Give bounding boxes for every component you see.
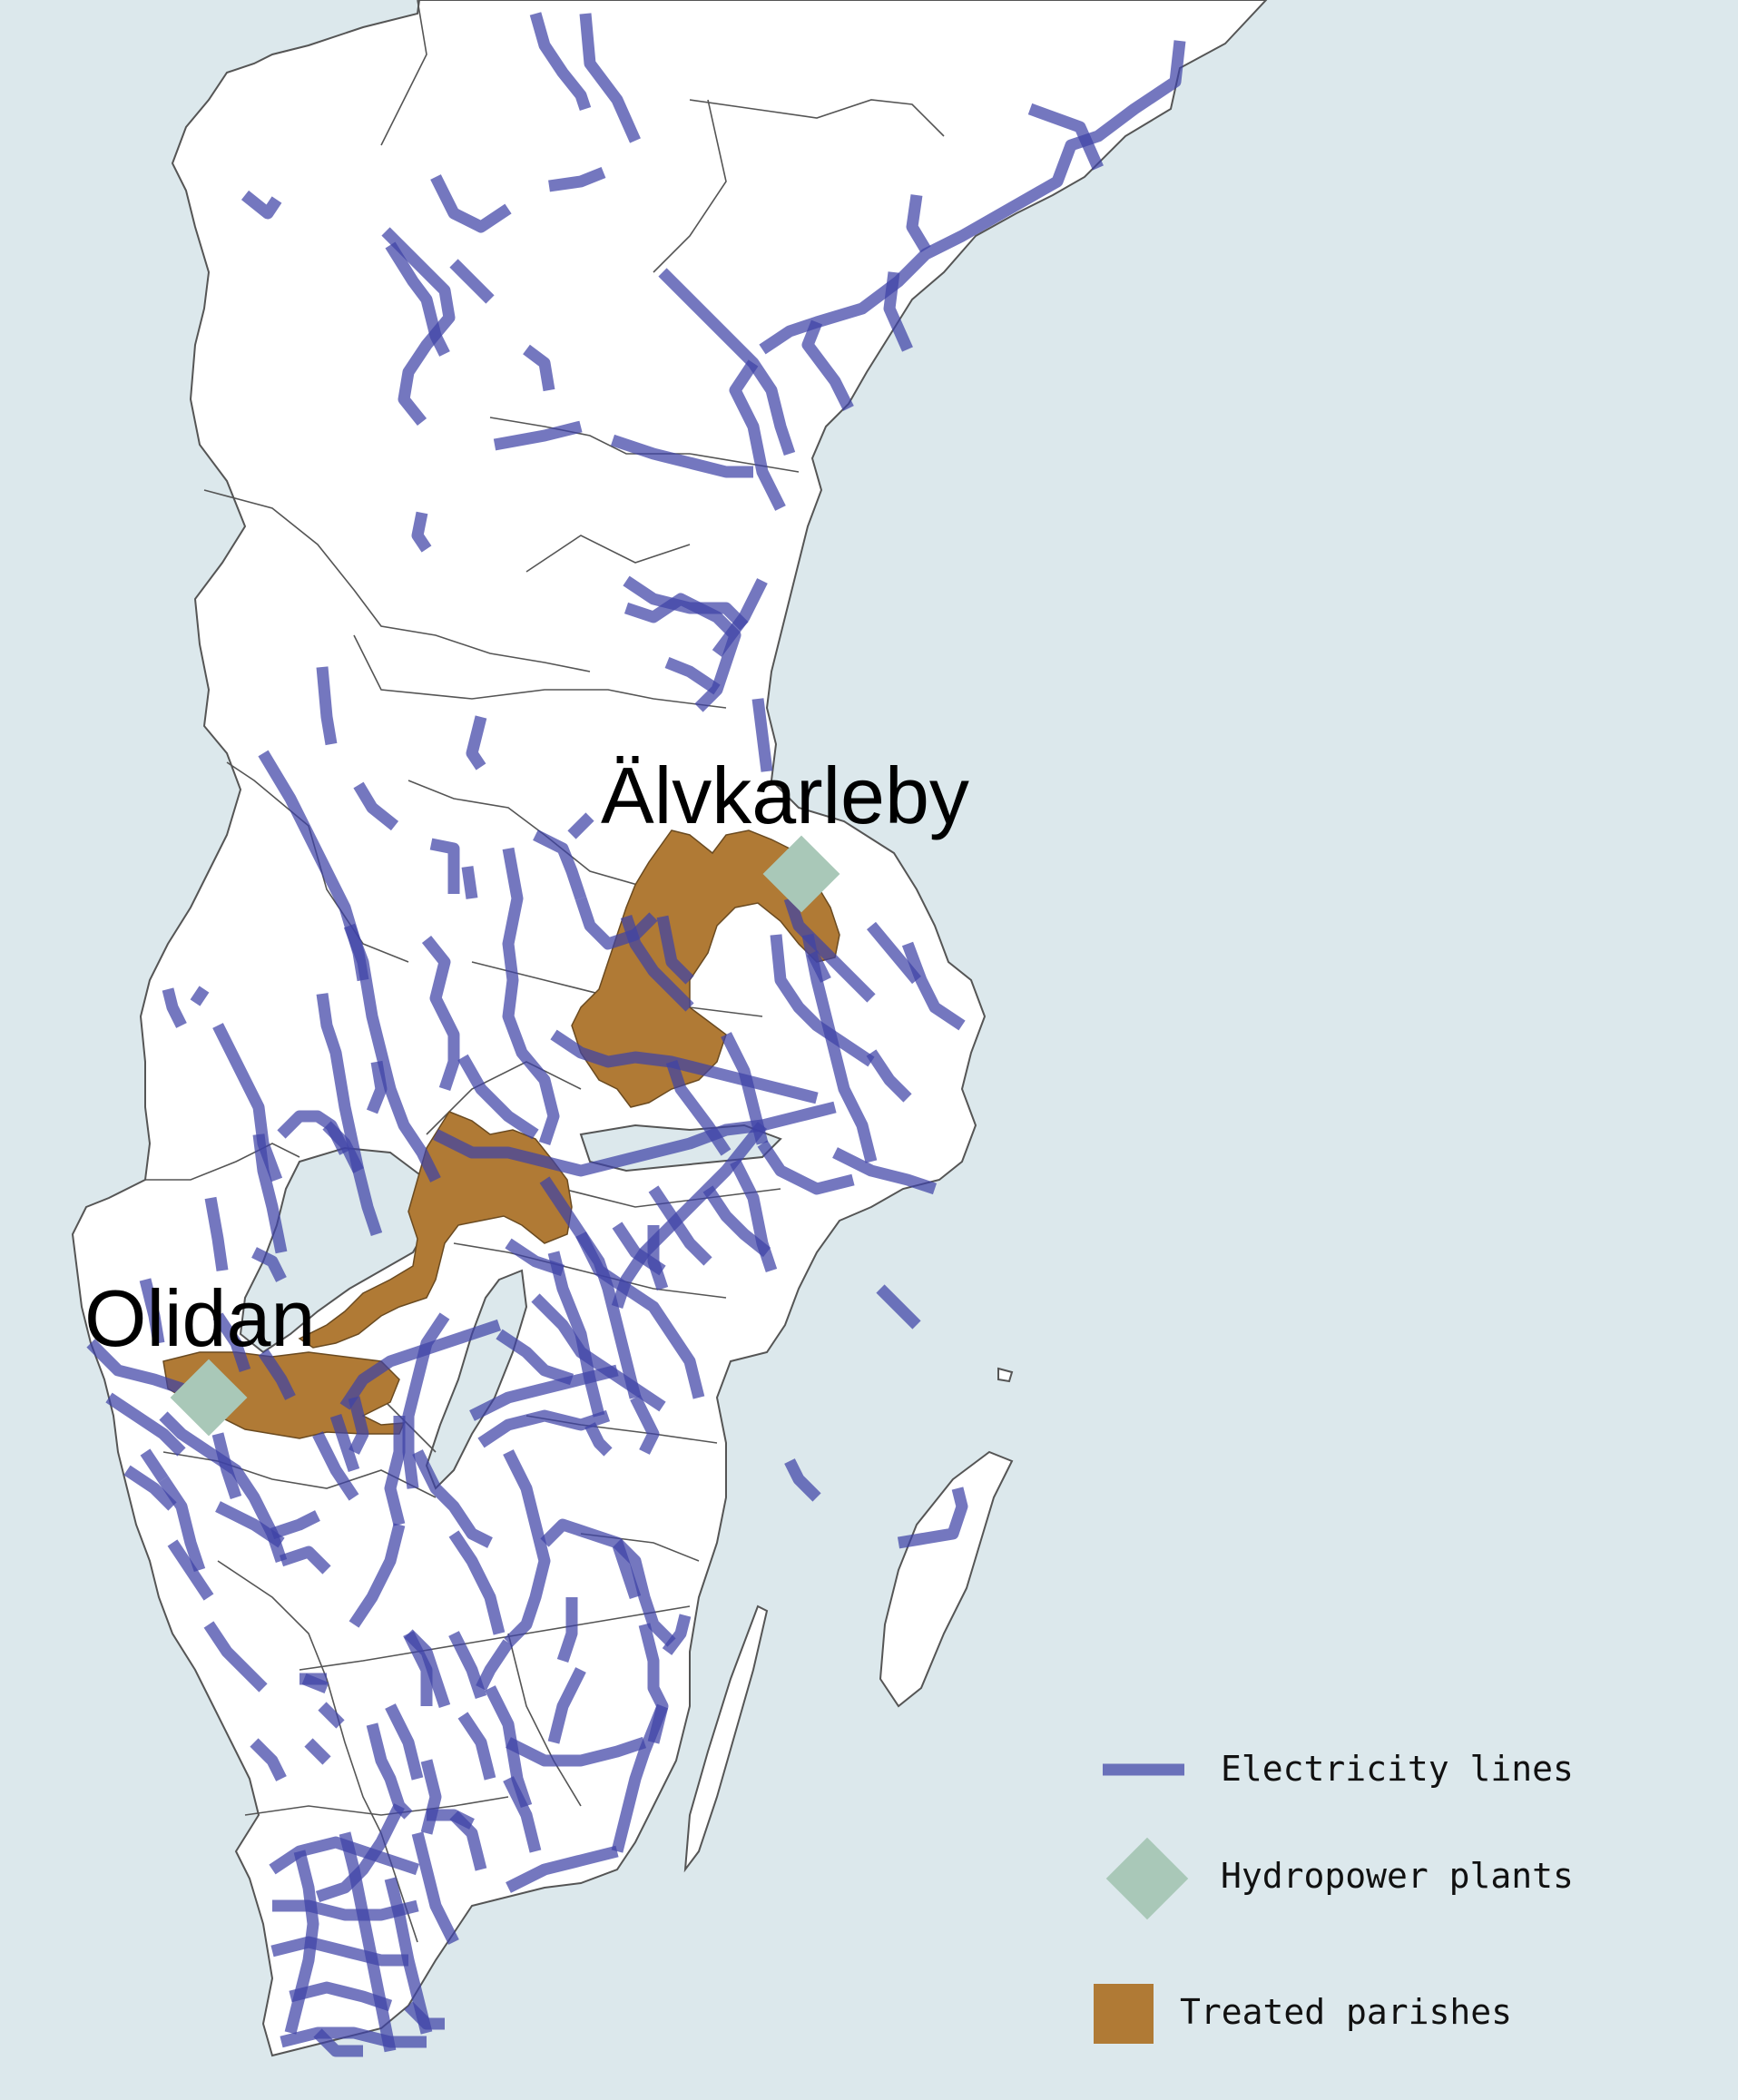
- legend-label: Hydropower plants: [1221, 1856, 1574, 1896]
- legend-label: Treated parishes: [1180, 1992, 1512, 2032]
- oland: [683, 1604, 769, 1873]
- hydropower-plant-alvkarleby[interactable]: [762, 835, 840, 913]
- lake-vanern: [239, 1146, 433, 1354]
- legend-item-treated-parishes: Treated parishes: [1094, 1984, 1512, 2044]
- gotland: [879, 1450, 1014, 1708]
- legend: Electricity lines Hydropower plants Trea…: [1094, 1749, 1574, 2044]
- legend-item-electricity-lines: Electricity lines: [1103, 1749, 1574, 1789]
- diamond-icon: [1105, 1837, 1189, 1920]
- place-label-olidan: Olidan: [84, 1273, 315, 1363]
- legend-item-hydropower-plants: Hydropower plants: [1105, 1837, 1574, 1920]
- lake-vattern: [425, 1269, 528, 1490]
- electricity-lines: [86, 12, 1186, 2057]
- place-label-alvkarleby: Älvkarleby: [601, 751, 969, 840]
- legend-label: Electricity lines: [1221, 1749, 1574, 1789]
- islet: [997, 1367, 1014, 1383]
- square-icon: [1094, 1984, 1154, 2044]
